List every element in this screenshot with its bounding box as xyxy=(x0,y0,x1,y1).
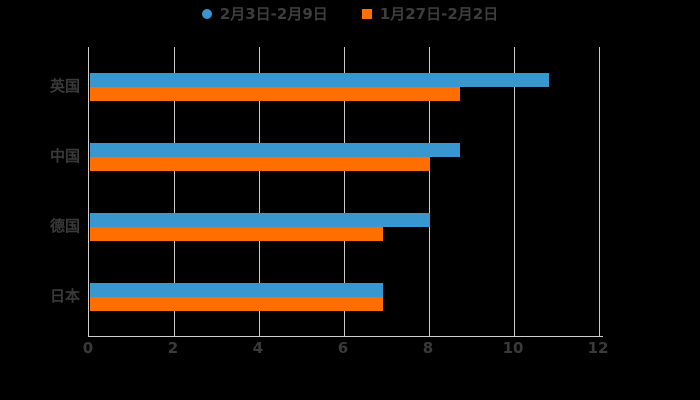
bar-日本-series-1 xyxy=(90,297,384,311)
bar-德国-series-1 xyxy=(90,227,384,241)
y-category-label-3: 日本 xyxy=(49,287,80,305)
bar-英国-series-1 xyxy=(90,87,460,101)
legend-label: 2月3日-2月9日 xyxy=(219,4,328,23)
legend-square-icon xyxy=(361,9,372,19)
x-tick-label-6: 6 xyxy=(337,339,349,357)
y-category-label-2: 德国 xyxy=(49,217,80,235)
gridline-x-4 xyxy=(259,47,260,336)
chart-legend: 2月3日-2月9日 1月27日-2月2日 xyxy=(0,4,700,24)
plot-area xyxy=(88,47,603,337)
bar-德国-series-0 xyxy=(90,213,430,227)
legend-item-series-0[interactable]: 2月3日-2月9日 xyxy=(201,4,328,23)
gridline-x-8 xyxy=(429,47,430,336)
x-tick-label-8: 8 xyxy=(422,339,434,357)
bar-日本-series-0 xyxy=(90,283,384,297)
x-tick-label-12: 12 xyxy=(587,339,609,357)
gridline-x-2 xyxy=(174,47,175,336)
bar-英国-series-0 xyxy=(90,73,549,87)
x-tick-label-0: 0 xyxy=(82,339,94,357)
x-tick-label-2: 2 xyxy=(167,339,179,357)
gridline-x-6 xyxy=(344,47,345,336)
gridline-x-10 xyxy=(514,47,515,336)
gridline-x-12 xyxy=(599,47,600,336)
x-tick-label-4: 4 xyxy=(252,339,264,357)
x-tick-label-10: 10 xyxy=(502,339,524,357)
legend-item-series-1[interactable]: 1月27日-2月2日 xyxy=(361,4,499,23)
y-category-label-0: 英国 xyxy=(49,77,80,95)
legend-label: 1月27日-2月2日 xyxy=(379,4,499,23)
bar-中国-series-1 xyxy=(90,157,430,171)
legend-circle-icon xyxy=(201,9,212,19)
bar-中国-series-0 xyxy=(90,143,460,157)
y-category-label-1: 中国 xyxy=(49,147,80,165)
